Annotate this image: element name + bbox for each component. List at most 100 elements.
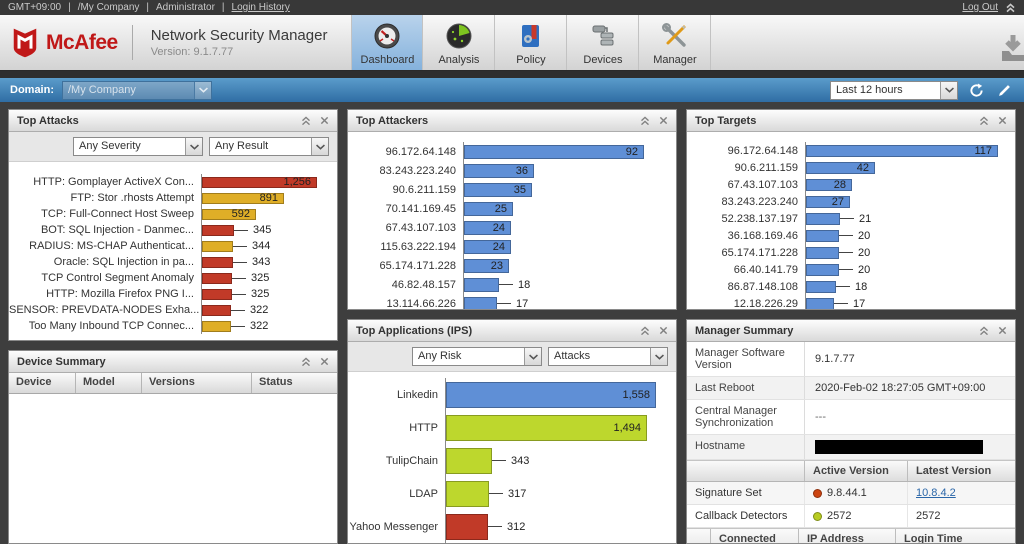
callout-line xyxy=(499,284,513,285)
bar[interactable]: 24 xyxy=(464,239,511,254)
latest-version-link[interactable]: 10.8.4.2 xyxy=(916,487,956,499)
callout-line xyxy=(233,245,247,247)
close-panel-icon[interactable] xyxy=(998,326,1007,335)
bar-category-label: 90.6.211.159 xyxy=(734,161,798,174)
tab-manager[interactable]: Manager xyxy=(639,15,712,70)
chart-row: 90.6.211.159 35 xyxy=(348,180,676,199)
chart-row: 65.174.171.228 23 xyxy=(348,256,676,275)
bar[interactable] xyxy=(806,263,839,276)
collapse-panel-icon[interactable] xyxy=(979,325,989,336)
bar[interactable] xyxy=(464,296,497,309)
edit-pencil-icon[interactable] xyxy=(994,81,1014,99)
bar[interactable] xyxy=(806,246,839,259)
close-panel-icon[interactable] xyxy=(659,326,668,335)
timezone-label: GMT+09:00 xyxy=(8,2,62,13)
bar-category-label: 115.63.222.194 xyxy=(380,240,456,253)
collapse-panel-icon[interactable] xyxy=(640,115,650,126)
bar[interactable] xyxy=(202,272,232,284)
chart-row: LDAP 317 xyxy=(348,477,676,510)
collapse-panel-icon[interactable] xyxy=(301,115,311,126)
metric-filter-select[interactable]: Attacks xyxy=(548,347,668,366)
callout-line xyxy=(233,261,247,263)
bar[interactable] xyxy=(446,447,492,474)
central-manager-sync-value: --- xyxy=(815,411,826,423)
callout-line xyxy=(840,218,854,219)
collapse-header-icon[interactable] xyxy=(1005,2,1016,13)
result-filter-select[interactable]: Any Result xyxy=(209,137,329,156)
refresh-icon[interactable] xyxy=(966,81,986,99)
risk-filter-select[interactable]: Any Risk xyxy=(412,347,542,366)
bar[interactable] xyxy=(806,297,834,309)
bar[interactable] xyxy=(202,288,232,300)
current-user-label: Administrator xyxy=(156,2,215,13)
bar[interactable]: 28 xyxy=(806,178,852,191)
bar-category-label: Too Many Inbound TCP Connec... xyxy=(28,320,194,332)
bar[interactable] xyxy=(202,240,233,252)
chart-row: 13.114.66.226 17 xyxy=(348,294,676,309)
analysis-radar-icon xyxy=(445,20,473,52)
time-range-select[interactable]: Last 12 hours xyxy=(830,80,958,100)
bar[interactable] xyxy=(202,256,233,268)
divider xyxy=(131,25,133,60)
collapse-panel-icon[interactable] xyxy=(640,325,650,336)
bar-category-label: TulipChain xyxy=(385,454,438,467)
bar[interactable] xyxy=(464,277,499,292)
devices-stack-icon xyxy=(589,20,617,52)
tab-dashboard[interactable]: Dashboard xyxy=(351,15,424,70)
bar[interactable]: 25 xyxy=(464,201,513,216)
bar[interactable] xyxy=(202,304,231,316)
bar[interactable]: 42 xyxy=(806,161,875,174)
column-header[interactable]: Status xyxy=(259,376,293,388)
column-header[interactable]: Model xyxy=(76,373,142,393)
device-table-header: Device Model Versions Status xyxy=(9,373,337,394)
login-history-link[interactable]: Login History xyxy=(231,2,290,13)
bar[interactable] xyxy=(806,229,839,242)
bar[interactable] xyxy=(446,513,488,540)
bar[interactable] xyxy=(446,480,489,507)
bar-category-label: 67.43.107.103 xyxy=(727,178,798,191)
tab-policy[interactable]: Policy xyxy=(495,15,568,70)
domain-select[interactable]: /My Company xyxy=(62,80,212,100)
tab-analysis[interactable]: Analysis xyxy=(423,15,496,70)
severity-filter-select[interactable]: Any Severity xyxy=(73,137,203,156)
close-panel-icon[interactable] xyxy=(320,116,329,125)
bar[interactable]: 1,256 xyxy=(202,176,317,188)
collapse-panel-icon[interactable] xyxy=(979,115,989,126)
download-icon[interactable] xyxy=(996,33,1024,66)
chart-row: BOT: SQL Injection - Danmec... 345 xyxy=(9,222,337,238)
bar[interactable]: 1,558 xyxy=(446,381,656,408)
bar[interactable] xyxy=(806,212,840,225)
tab-devices[interactable]: Devices xyxy=(567,15,640,70)
bar-value: 325 xyxy=(251,288,270,300)
logout-link[interactable]: Log Out xyxy=(962,2,998,13)
close-panel-icon[interactable] xyxy=(998,116,1007,125)
bar[interactable]: 35 xyxy=(464,182,532,197)
callout-line xyxy=(836,286,850,287)
bar[interactable] xyxy=(202,320,231,332)
collapse-panel-icon[interactable] xyxy=(301,356,311,367)
bar[interactable]: 24 xyxy=(464,220,511,235)
chart-row: 83.243.223.240 27 xyxy=(687,193,1015,210)
bar[interactable]: 92 xyxy=(464,144,644,159)
bar[interactable]: 23 xyxy=(464,258,509,273)
bar[interactable]: 891 xyxy=(202,192,284,204)
chart-row: 52.238.137.197 21 xyxy=(687,210,1015,227)
bar[interactable]: 1,494 xyxy=(446,414,647,441)
dashboard-content: Top Attacks Any Severity Any Result HTTP… xyxy=(0,102,1024,544)
bar[interactable]: 36 xyxy=(464,163,534,178)
bar[interactable]: 117 xyxy=(806,144,998,157)
top-status-bar: GMT+09:00 | /My Company | Administrator … xyxy=(0,0,1024,15)
bar[interactable] xyxy=(202,224,234,236)
callout-line xyxy=(232,293,246,295)
close-panel-icon[interactable] xyxy=(320,357,329,366)
bar[interactable] xyxy=(806,280,836,293)
close-panel-icon[interactable] xyxy=(659,116,668,125)
bar-value: 25 xyxy=(494,202,507,215)
panel-title: Top Applications (IPS) xyxy=(356,324,473,337)
chart-row: SENSOR: PREVDATA-NODES Exha... 322 xyxy=(9,302,337,318)
column-header[interactable]: Device xyxy=(9,373,76,393)
bar[interactable]: 592 xyxy=(202,208,256,220)
bar[interactable]: 27 xyxy=(806,195,850,208)
column-header[interactable]: Versions xyxy=(142,373,252,393)
chart-row: RADIUS: MS-CHAP Authenticat... 344 xyxy=(9,238,337,254)
